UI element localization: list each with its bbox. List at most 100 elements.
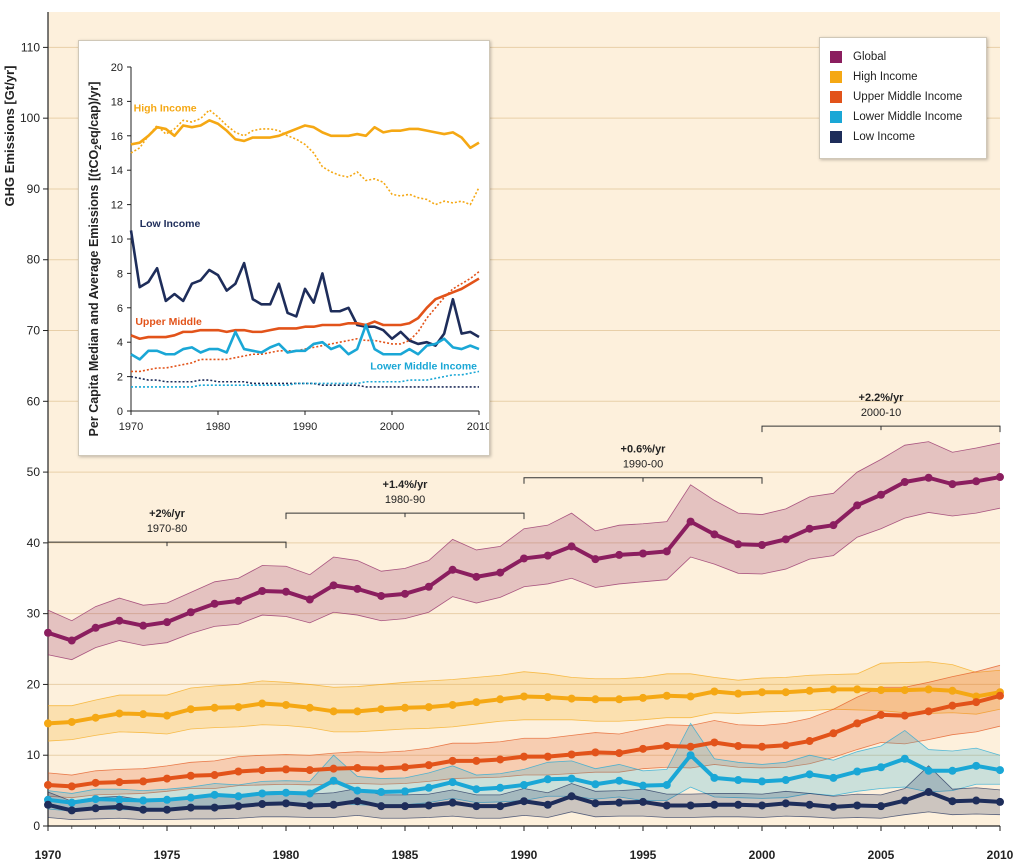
point-high-income-1979 bbox=[258, 699, 267, 708]
point-high-income-1999 bbox=[734, 689, 743, 698]
point-lower-middle-income-1973 bbox=[115, 795, 124, 804]
point-global-1998 bbox=[710, 530, 719, 539]
point-upper-middle-income-2000 bbox=[758, 742, 766, 751]
point-high-income-1993 bbox=[591, 695, 600, 704]
rate-label-1990-00: +0.6%/yr bbox=[621, 444, 667, 456]
band-upper-lower-middle-income bbox=[47, 722, 1001, 794]
inset-ytick-label-14: 14 bbox=[111, 165, 123, 177]
point-lower-middle-income-1974 bbox=[139, 796, 148, 805]
inset-ytick-label-0: 0 bbox=[117, 406, 123, 418]
legend-label-low-income: Low Income bbox=[853, 131, 916, 143]
point-low-income-1989 bbox=[496, 802, 505, 811]
point-high-income-1972 bbox=[91, 713, 100, 722]
point-low-income-1985 bbox=[401, 802, 409, 811]
point-upper-middle-income-1986 bbox=[424, 761, 433, 770]
point-lower-middle-income-2006 bbox=[900, 754, 909, 763]
ytick-label-20: 20 bbox=[27, 677, 41, 691]
point-global-1984 bbox=[377, 591, 386, 600]
point-upper-middle-income-1979 bbox=[258, 766, 267, 775]
inset-xtick-label-2000: 2000 bbox=[380, 421, 404, 433]
inset-y-axis-title-tail: eq/cap)/yr] bbox=[87, 82, 101, 145]
point-lower-middle-income-1999 bbox=[734, 775, 743, 784]
point-upper-middle-income-2009 bbox=[972, 698, 981, 707]
inset-y-axis-title-sub: 2 bbox=[93, 145, 103, 150]
point-low-income-1972 bbox=[91, 804, 100, 813]
point-lower-middle-income-1977 bbox=[210, 790, 219, 799]
point-lower-middle-income-2002 bbox=[805, 770, 814, 779]
point-upper-middle-income-1989 bbox=[496, 755, 505, 764]
point-global-1977 bbox=[210, 599, 219, 608]
point-upper-middle-income-1985 bbox=[401, 763, 409, 772]
point-lower-middle-income-1990 bbox=[520, 780, 528, 789]
point-lower-middle-income-2008 bbox=[948, 766, 957, 775]
inset-line-lower-middle-income-solid bbox=[130, 323, 480, 361]
inset-xtick-label-2010: 2010 bbox=[467, 421, 489, 433]
point-lower-middle-income-1975 bbox=[163, 795, 171, 804]
point-global-2001 bbox=[781, 535, 790, 544]
point-lower-middle-income-1992 bbox=[567, 774, 576, 783]
point-upper-middle-income-1976 bbox=[186, 771, 195, 780]
point-upper-middle-income-1999 bbox=[734, 742, 743, 751]
ytick-label-90: 90 bbox=[27, 182, 41, 196]
point-upper-middle-income-1984 bbox=[377, 764, 386, 773]
ytick-label-70: 70 bbox=[27, 324, 41, 338]
point-low-income-1998 bbox=[710, 800, 719, 809]
ytick-label-100: 100 bbox=[20, 111, 40, 125]
point-lower-middle-income-1971 bbox=[67, 798, 76, 807]
point-upper-middle-income-2002 bbox=[805, 737, 814, 746]
point-low-income-2005 bbox=[877, 802, 885, 811]
point-global-1986 bbox=[424, 582, 433, 591]
point-lower-middle-income-1998 bbox=[710, 773, 719, 782]
xtick-label-1995: 1995 bbox=[630, 848, 657, 862]
ytick-label-80: 80 bbox=[27, 253, 41, 267]
point-global-1976 bbox=[186, 608, 195, 617]
point-upper-middle-income-1988 bbox=[472, 756, 481, 765]
band-upper-high-income bbox=[48, 661, 1001, 707]
point-global-1982 bbox=[329, 581, 338, 590]
legend-swatch-upper-middle-income bbox=[830, 91, 842, 103]
point-global-2009 bbox=[972, 477, 981, 486]
point-global-2007 bbox=[924, 473, 933, 482]
legend-item-upper-middle-income: Upper Middle Income bbox=[830, 88, 962, 106]
point-global-2004 bbox=[853, 501, 862, 510]
point-high-income-2007 bbox=[924, 685, 933, 694]
band-high-income bbox=[48, 661, 1000, 742]
ytick-label-10: 10 bbox=[27, 748, 41, 762]
point-lower-middle-income-1993 bbox=[591, 780, 600, 789]
point-lower-middle-income-1994 bbox=[615, 776, 624, 785]
point-high-income-1989 bbox=[496, 695, 505, 704]
point-high-income-2000 bbox=[758, 688, 766, 697]
point-low-income-1975 bbox=[163, 805, 171, 814]
legend-swatch-global bbox=[830, 51, 842, 63]
point-lower-middle-income-1985 bbox=[401, 787, 409, 796]
point-high-income-2009 bbox=[972, 692, 981, 701]
point-low-income-1977 bbox=[210, 803, 219, 812]
point-high-income-1990 bbox=[520, 692, 528, 701]
point-lower-middle-income-1991 bbox=[543, 775, 552, 784]
point-low-income-1995 bbox=[639, 797, 647, 806]
point-upper-middle-income-1975 bbox=[163, 774, 171, 783]
point-low-income-1988 bbox=[472, 802, 481, 811]
legend-label-lower-middle-income: Lower Middle Income bbox=[853, 111, 963, 123]
point-global-1993 bbox=[591, 555, 600, 564]
point-upper-middle-income-1970 bbox=[44, 780, 52, 789]
point-lower-middle-income-1986 bbox=[424, 783, 433, 792]
period-label-2000-10: 2000-10 bbox=[861, 407, 901, 419]
point-lower-middle-income-1979 bbox=[258, 789, 267, 798]
ytick-label-110: 110 bbox=[21, 40, 40, 54]
xtick-label-1970: 1970 bbox=[35, 848, 62, 862]
point-upper-middle-income-1983 bbox=[353, 763, 362, 772]
band-lower-high-income bbox=[47, 708, 1001, 742]
point-low-income-1984 bbox=[377, 802, 386, 811]
point-high-income-1973 bbox=[115, 709, 124, 718]
band-lower-global bbox=[47, 507, 1001, 661]
legend-swatch-low-income bbox=[830, 131, 842, 143]
point-upper-middle-income-1998 bbox=[710, 738, 719, 747]
point-high-income-1974 bbox=[139, 710, 148, 719]
inset-y-axis-title: Per Capita Median and Average Emissions … bbox=[87, 82, 103, 437]
point-lower-middle-income-1972 bbox=[91, 795, 100, 804]
point-high-income-2005 bbox=[877, 686, 885, 695]
inset-xtick-label-1980: 1980 bbox=[206, 421, 230, 433]
point-global-2000 bbox=[758, 540, 766, 549]
point-global-1991 bbox=[543, 551, 552, 560]
